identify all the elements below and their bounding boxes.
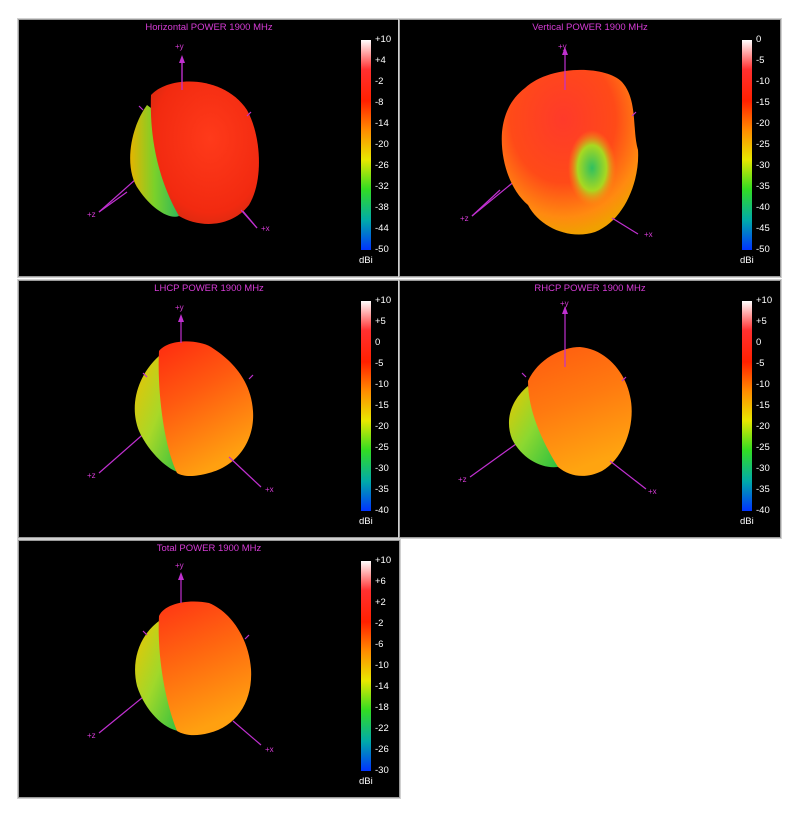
y-axis-label: +y — [175, 303, 184, 312]
colorbar-tick: -44 — [375, 223, 389, 234]
colorbar-tick: -5 — [375, 358, 384, 369]
panel-title: Horizontal POWER 1900 MHz — [145, 22, 273, 33]
lhcp-power-panel: LHCP POWER 1900 MHz +y +x +z +10 +5 0 -5… — [18, 280, 400, 538]
colorbar-tick: -35 — [756, 181, 770, 192]
colorbar-tick: -10 — [756, 379, 770, 390]
colorbar — [361, 561, 371, 771]
colorbar-tick: -40 — [756, 202, 770, 213]
horizontal-power-panel: Horizontal POWER 1900 MHz +y +x +z +10 +… — [18, 19, 400, 277]
colorbar-tick: -40 — [756, 505, 770, 516]
total-power-panel: Total POWER 1900 MHz +y +x +z +10 +6 +2 … — [18, 540, 400, 798]
panel-title: Total POWER 1900 MHz — [156, 543, 262, 554]
colorbar-tick: -30 — [375, 463, 389, 474]
colorbar-tick: -25 — [375, 442, 389, 453]
colorbar — [742, 40, 752, 250]
panel-title: LHCP POWER 1900 MHz — [154, 283, 264, 294]
colorbar-tick: -2 — [375, 76, 384, 87]
colorbar-unit: dBi — [359, 776, 373, 787]
colorbar-tick: -15 — [756, 400, 770, 411]
y-axis-label: +y — [175, 42, 184, 51]
vertical-power-panel: Vertical POWER 1900 MHz +y +x +z 0 -5 -1… — [399, 19, 781, 277]
colorbar-tick: -15 — [756, 97, 770, 108]
colorbar-unit: dBi — [740, 516, 754, 527]
colorbar-tick: -35 — [756, 484, 770, 495]
colorbar-tick: -8 — [375, 97, 384, 108]
colorbar-tick: -18 — [375, 702, 389, 713]
x-axis-label: +x — [265, 485, 274, 494]
colorbar-tick: -25 — [756, 442, 770, 453]
colorbar-tick: -10 — [756, 76, 770, 87]
radiation-pattern-3d — [471, 47, 639, 235]
colorbar-tick: -30 — [756, 160, 770, 171]
z-axis-label: +z — [460, 214, 469, 223]
colorbar-tick: -40 — [375, 505, 389, 516]
colorbar-tick: -14 — [375, 118, 389, 129]
colorbar-tick: -20 — [756, 118, 770, 129]
radiation-pattern-3d — [469, 306, 647, 490]
x-axis-label: +x — [261, 224, 270, 233]
colorbar — [742, 301, 752, 511]
colorbar-tick: 0 — [756, 337, 762, 348]
colorbar-tick: -15 — [375, 400, 389, 411]
colorbar-tick: -20 — [375, 139, 389, 150]
colorbar-tick: -50 — [375, 244, 389, 255]
colorbar-tick: -20 — [375, 421, 389, 432]
colorbar-tick: -26 — [375, 160, 389, 171]
panel-title: RHCP POWER 1900 MHz — [534, 283, 646, 294]
radiation-pattern-3d — [98, 55, 259, 229]
colorbar-tick: -30 — [375, 765, 389, 776]
panel-title: Vertical POWER 1900 MHz — [532, 22, 648, 33]
colorbar-tick: -30 — [756, 463, 770, 474]
colorbar-tick: +2 — [375, 597, 386, 608]
colorbar-tick: +4 — [375, 55, 386, 66]
colorbar-tick: -26 — [375, 744, 389, 755]
radiation-pattern-3d — [98, 314, 262, 488]
colorbar-tick: -5 — [756, 358, 765, 369]
radiation-pattern-3d — [98, 572, 262, 746]
colorbar-unit: dBi — [359, 255, 373, 266]
colorbar-tick: +10 — [756, 295, 773, 306]
colorbar-tick: -5 — [756, 55, 765, 66]
y-axis-label: +y — [175, 561, 184, 570]
colorbar-tick: -32 — [375, 181, 389, 192]
colorbar-tick: +10 — [375, 34, 392, 45]
colorbar-unit: dBi — [740, 255, 754, 266]
colorbar-tick: -10 — [375, 379, 389, 390]
z-axis-label: +z — [87, 210, 96, 219]
colorbar-tick: 0 — [375, 337, 381, 348]
z-axis-label: +z — [458, 475, 467, 484]
y-axis-label: +y — [558, 42, 567, 51]
colorbar-tick: +10 — [375, 295, 392, 306]
colorbar-tick: -2 — [375, 618, 384, 629]
colorbar-tick: -45 — [756, 223, 770, 234]
x-axis-label: +x — [265, 745, 274, 754]
y-axis-label: +y — [560, 299, 569, 308]
colorbar-tick: -25 — [756, 139, 770, 150]
colorbar-tick: -10 — [375, 660, 389, 671]
colorbar-tick: -14 — [375, 681, 389, 692]
colorbar-tick: +6 — [375, 576, 386, 587]
rhcp-power-panel: RHCP POWER 1900 MHz +y +x +z +10 +5 0 -5… — [399, 280, 781, 538]
colorbar-tick: +5 — [756, 316, 767, 327]
colorbar-tick: -22 — [375, 723, 389, 734]
colorbar-tick: -38 — [375, 202, 389, 213]
colorbar-unit: dBi — [359, 516, 373, 527]
colorbar-tick: -35 — [375, 484, 389, 495]
colorbar-tick: 0 — [756, 34, 762, 45]
colorbar — [361, 301, 371, 511]
z-axis-label: +z — [87, 471, 96, 480]
colorbar — [361, 40, 371, 250]
colorbar-tick: -6 — [375, 639, 384, 650]
z-axis-label: +z — [87, 731, 96, 740]
x-axis-label: +x — [648, 487, 657, 496]
colorbar-tick: -20 — [756, 421, 770, 432]
x-axis-label: +x — [644, 230, 653, 239]
colorbar-tick: +10 — [375, 555, 392, 566]
colorbar-tick: -50 — [756, 244, 770, 255]
colorbar-tick: +5 — [375, 316, 386, 327]
